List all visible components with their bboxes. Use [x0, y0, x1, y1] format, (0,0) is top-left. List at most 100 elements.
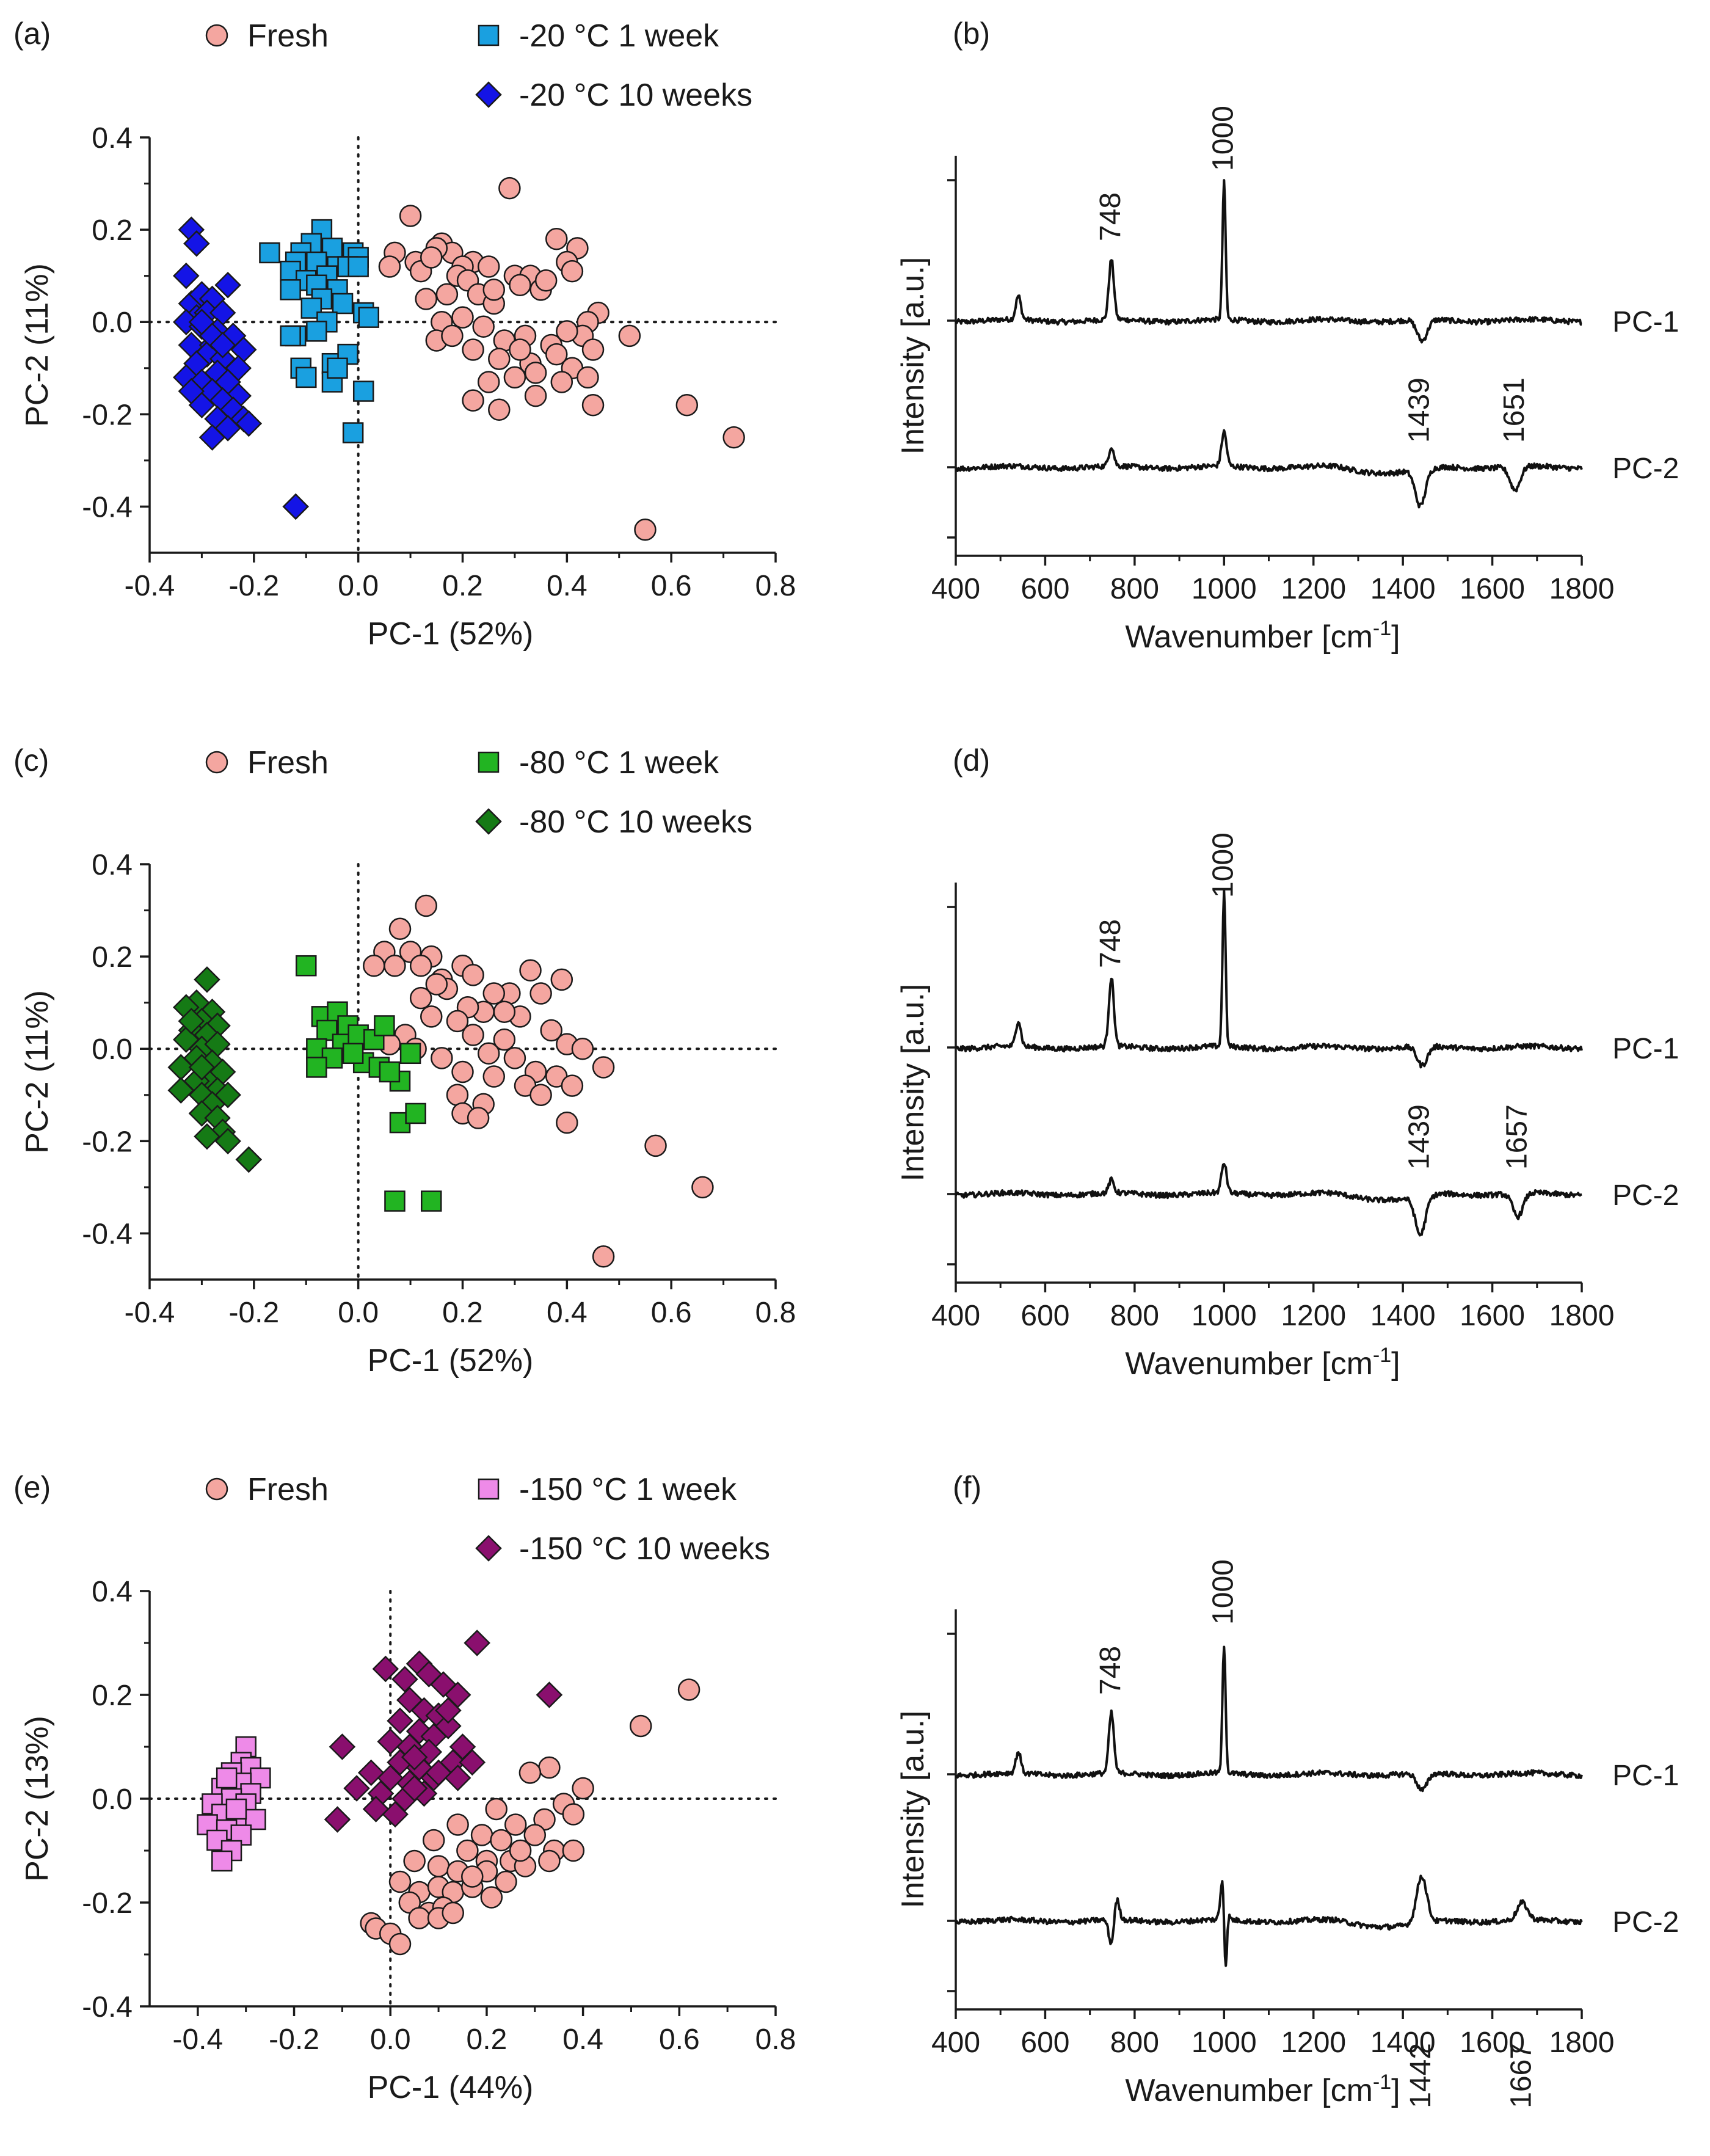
peak-label: 1442 [1405, 2043, 1437, 2108]
data-point [444, 1764, 471, 1791]
x-tick-label: 0.0 [338, 1297, 379, 1329]
data-point [399, 205, 422, 227]
panel-f: (f) 400 600 800 1000 1200 1400 1600 1800 Wavenumb… [895, 1470, 1679, 2108]
x-tick-label: 600 [1021, 1300, 1069, 1332]
y-tick-label: -0.4 [82, 491, 133, 523]
legend-marker-2 [475, 808, 502, 835]
data-point [456, 1839, 479, 1862]
panel-e: (e) Fresh -150 °C 1 week -150 °C 10 weeks -0… [13, 1470, 796, 2105]
y-tick-label: 0.2 [92, 941, 133, 974]
panel-label: (e) [13, 1470, 51, 1504]
data-point [409, 986, 432, 1010]
legend-label-0: Fresh [247, 1472, 329, 1507]
series-0 [363, 894, 714, 1268]
panel-label: (f) [953, 1470, 981, 1504]
data-point [409, 954, 432, 977]
data-point [462, 1024, 484, 1046]
x-axis-label-main: Wavenumber [cm [1125, 1346, 1373, 1382]
peak-label: 1667 [1505, 2043, 1538, 2108]
data-point [488, 348, 511, 370]
x-axis-label: Wavenumber [cm-1] [1125, 617, 1400, 655]
data-point [399, 1043, 421, 1065]
data-point [198, 424, 226, 451]
x-tick-label: 1200 [1281, 573, 1346, 605]
data-point [571, 1037, 594, 1060]
data-point [405, 1102, 426, 1124]
peak-label: 1000 [1207, 1559, 1239, 1625]
y-tick-label: 0.2 [92, 214, 133, 247]
data-point [451, 306, 474, 329]
x-tick-label: 1800 [1549, 2027, 1615, 2059]
x-tick-label: 0.4 [547, 1297, 588, 1329]
x-tick-label: 0.2 [442, 1297, 483, 1329]
x-tick-label: 1400 [1370, 2027, 1436, 2059]
data-point [214, 1127, 241, 1155]
data-point [358, 307, 379, 328]
x-axis-label-end: ] [1391, 619, 1400, 655]
data-point [216, 1767, 238, 1789]
legend: Fresh -80 °C 1 week -80 °C 10 weeks [205, 745, 752, 840]
data-point [509, 1839, 532, 1862]
x-tick-label: -0.4 [172, 2023, 223, 2056]
data-point [415, 288, 437, 310]
series-label-1: PC-2 [1612, 453, 1679, 485]
x-tick-label: 400 [931, 573, 980, 605]
data-point [420, 1005, 443, 1028]
data-point [446, 1813, 469, 1836]
legend-label-0: Fresh [247, 745, 329, 781]
peak-label: 748 [1094, 1646, 1127, 1695]
legend-label-0: Fresh [247, 18, 329, 54]
legend-label-2: -150 °C 10 weeks [519, 1531, 770, 1567]
x-tick-label: 1600 [1460, 2027, 1525, 2059]
spectrum-pc-2 [955, 429, 1583, 509]
data-point [581, 338, 605, 361]
panel-c: (c) Fresh -80 °C 1 week -80 °C 10 weeks -0.4… [13, 743, 796, 1378]
data-point [387, 1707, 413, 1735]
data-point [498, 177, 521, 200]
data-point [327, 1001, 348, 1023]
data-point [280, 279, 301, 300]
data-point [214, 272, 241, 299]
data-point [477, 1042, 500, 1065]
data-point [545, 343, 568, 366]
data-point [214, 1082, 241, 1109]
legend: Fresh -150 °C 1 week -150 °C 10 weeks [205, 1472, 770, 1567]
y-tick-label: -0.2 [82, 1887, 133, 1920]
peak-label: 1439 [1403, 377, 1436, 443]
data-point [374, 1015, 395, 1036]
data-point [618, 324, 641, 348]
data-point [431, 1047, 453, 1069]
x-tick-label: 1600 [1460, 573, 1525, 605]
x-tick-label: 1400 [1370, 1300, 1436, 1332]
data-point [422, 1829, 445, 1852]
data-point [300, 297, 322, 319]
data-point [477, 255, 500, 278]
x-axis-label-sup: -1 [1373, 1344, 1391, 1367]
data-point [459, 1749, 486, 1776]
data-point [332, 293, 354, 315]
x-tick-label: -0.2 [269, 2023, 319, 2056]
series-label-0: PC-1 [1612, 1760, 1679, 1792]
data-point [477, 371, 500, 393]
panel-label: (c) [13, 743, 49, 778]
x-tick-label: 0.4 [547, 570, 588, 602]
series-1 [296, 955, 442, 1212]
y-tick-label: -0.2 [82, 1126, 133, 1158]
x-axis-label-sup: -1 [1373, 617, 1391, 640]
legend-marker-2 [475, 1535, 502, 1562]
data-point [503, 1047, 526, 1069]
data-point [562, 1839, 585, 1862]
data-point [461, 1865, 484, 1888]
data-point [435, 283, 459, 306]
data-point [403, 1849, 426, 1873]
data-point [347, 256, 369, 277]
series-1 [259, 219, 379, 443]
y-tick-label: -0.4 [82, 1991, 133, 2023]
data-point [282, 493, 309, 520]
legend-marker-1 [478, 751, 500, 773]
x-tick-label: 0.4 [562, 2023, 603, 2056]
data-point [675, 393, 699, 417]
series-label-0: PC-1 [1612, 1033, 1679, 1065]
peak-label: 1651 [1498, 377, 1530, 443]
